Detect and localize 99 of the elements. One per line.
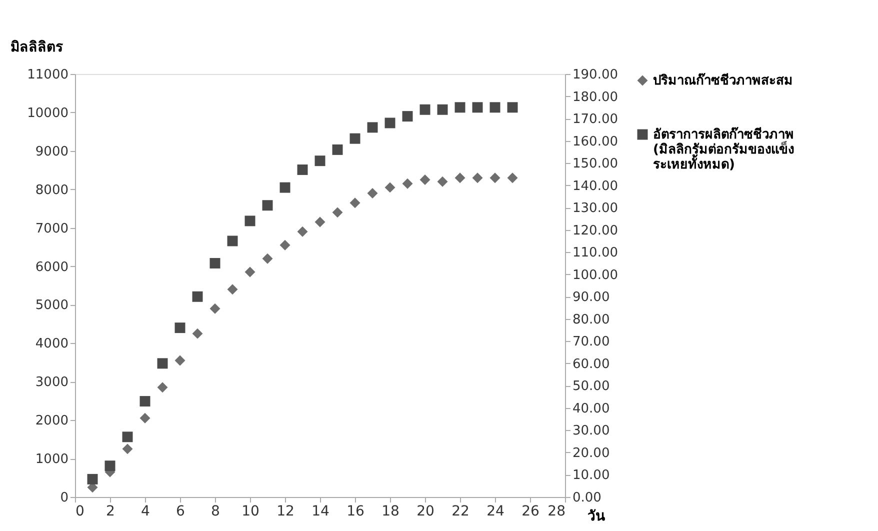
point <box>244 216 256 226</box>
point <box>227 284 238 295</box>
y-tick-label: 3000 <box>35 375 68 390</box>
point <box>122 444 133 454</box>
y-tick-label: 2000 <box>35 414 68 429</box>
y-tick-label: 10000 <box>27 106 68 121</box>
point <box>367 122 378 133</box>
point <box>490 172 500 184</box>
y2-tick-label: 60.00 <box>572 356 610 372</box>
point <box>402 178 413 189</box>
point <box>472 102 483 113</box>
point <box>367 188 378 198</box>
y2-tick-label: 100.00 <box>572 268 618 283</box>
y-tick-label: 7000 <box>35 221 68 236</box>
x-tick-label: 8 <box>211 504 220 520</box>
point <box>104 460 116 472</box>
y2-tick-label: 70.00 <box>572 334 610 350</box>
point <box>140 412 150 424</box>
legend-label: ปริมาณก๊าซชีวภาพสะสม <box>653 72 793 88</box>
x-tick-label: 0 <box>76 504 84 520</box>
y-tick-label: 8000 <box>35 182 68 198</box>
y2-tick-label: 10.00 <box>572 468 610 484</box>
point <box>402 111 413 122</box>
y-tick-label: 1000 <box>35 452 68 468</box>
y2-tick-label: 40.00 <box>572 401 610 416</box>
point <box>490 102 500 113</box>
x-tick-label: 2 <box>106 504 115 520</box>
point <box>314 156 326 166</box>
point <box>140 396 150 407</box>
point <box>437 104 448 115</box>
point <box>262 200 273 211</box>
point <box>210 303 220 314</box>
y2-tick-label: 190.00 <box>572 68 618 82</box>
x-tick-label: 16 <box>346 504 364 520</box>
point <box>332 207 343 218</box>
point <box>437 176 448 187</box>
x-tick-label: 18 <box>382 504 400 520</box>
point <box>262 253 273 264</box>
point <box>314 216 326 228</box>
point <box>472 172 483 184</box>
y2-tick-label: 20.00 <box>572 446 610 461</box>
point <box>420 174 430 185</box>
point <box>350 133 360 144</box>
point <box>297 226 308 237</box>
point <box>507 102 518 113</box>
y2-tick-label: 90.00 <box>572 290 610 306</box>
x-tick-label: 6 <box>176 504 186 520</box>
y2-tick-label: 50.00 <box>572 379 610 394</box>
y-tick-label: 6000 <box>35 260 68 275</box>
y2-tick-label: 150.00 <box>572 156 618 172</box>
point <box>332 144 343 155</box>
point <box>350 198 360 208</box>
legend-label: อัตราการผลิตก๊าซชีวภาพ (มิลลิกรัมต่อกรัมของแข็ง ระเหยทั้งหมด) <box>653 126 794 172</box>
y2-tick-label: 30.00 <box>572 424 610 439</box>
point <box>174 322 186 334</box>
point <box>384 182 396 193</box>
point <box>420 104 430 115</box>
point <box>174 355 186 366</box>
point <box>454 172 466 184</box>
point <box>454 102 466 113</box>
y2-tick-label: 180.00 <box>572 90 618 105</box>
y2-tick-label: 80.00 <box>572 312 610 328</box>
y2-tick-label: 130.00 <box>572 201 618 216</box>
point <box>210 258 220 268</box>
y2-tick-label: 140.00 <box>572 178 618 194</box>
point <box>122 432 133 442</box>
point <box>297 164 308 175</box>
x-tick-label: 24 <box>486 504 504 520</box>
x-tick-label: 12 <box>276 504 294 520</box>
y2-tick-label: 160.00 <box>572 134 618 150</box>
y-axis-title: มิลลิลิตร <box>10 40 64 56</box>
y2-tick-label: 0.00 <box>572 490 602 506</box>
x-tick-label: 26 <box>522 504 540 520</box>
x-tick-label: 20 <box>416 504 434 520</box>
point <box>87 474 98 484</box>
y-tick-label: 11000 <box>27 68 68 82</box>
y-tick-label: 5000 <box>35 298 68 314</box>
point <box>157 382 168 393</box>
y2-tick-label: 110.00 <box>572 246 618 261</box>
y-tick-label: 9000 <box>35 144 68 160</box>
x-tick-label: 28 <box>548 504 566 520</box>
x-tick-label: 14 <box>312 504 330 520</box>
point <box>227 236 238 246</box>
x-tick-label: 22 <box>452 504 470 520</box>
x-axis-title: วัน <box>588 508 606 524</box>
point <box>280 182 290 193</box>
point <box>192 291 203 302</box>
y-tick-label: 0 <box>60 490 68 506</box>
y2-tick-label: 170.00 <box>572 112 618 128</box>
point <box>244 266 256 278</box>
point <box>157 358 168 369</box>
point <box>384 118 396 128</box>
y2-tick-label: 120.00 <box>572 223 618 238</box>
point <box>192 328 203 339</box>
y-tick-label: 4000 <box>35 336 68 352</box>
point <box>280 240 290 250</box>
point <box>507 172 518 184</box>
x-tick-label: 10 <box>242 504 260 520</box>
x-tick-label: 4 <box>141 504 150 520</box>
